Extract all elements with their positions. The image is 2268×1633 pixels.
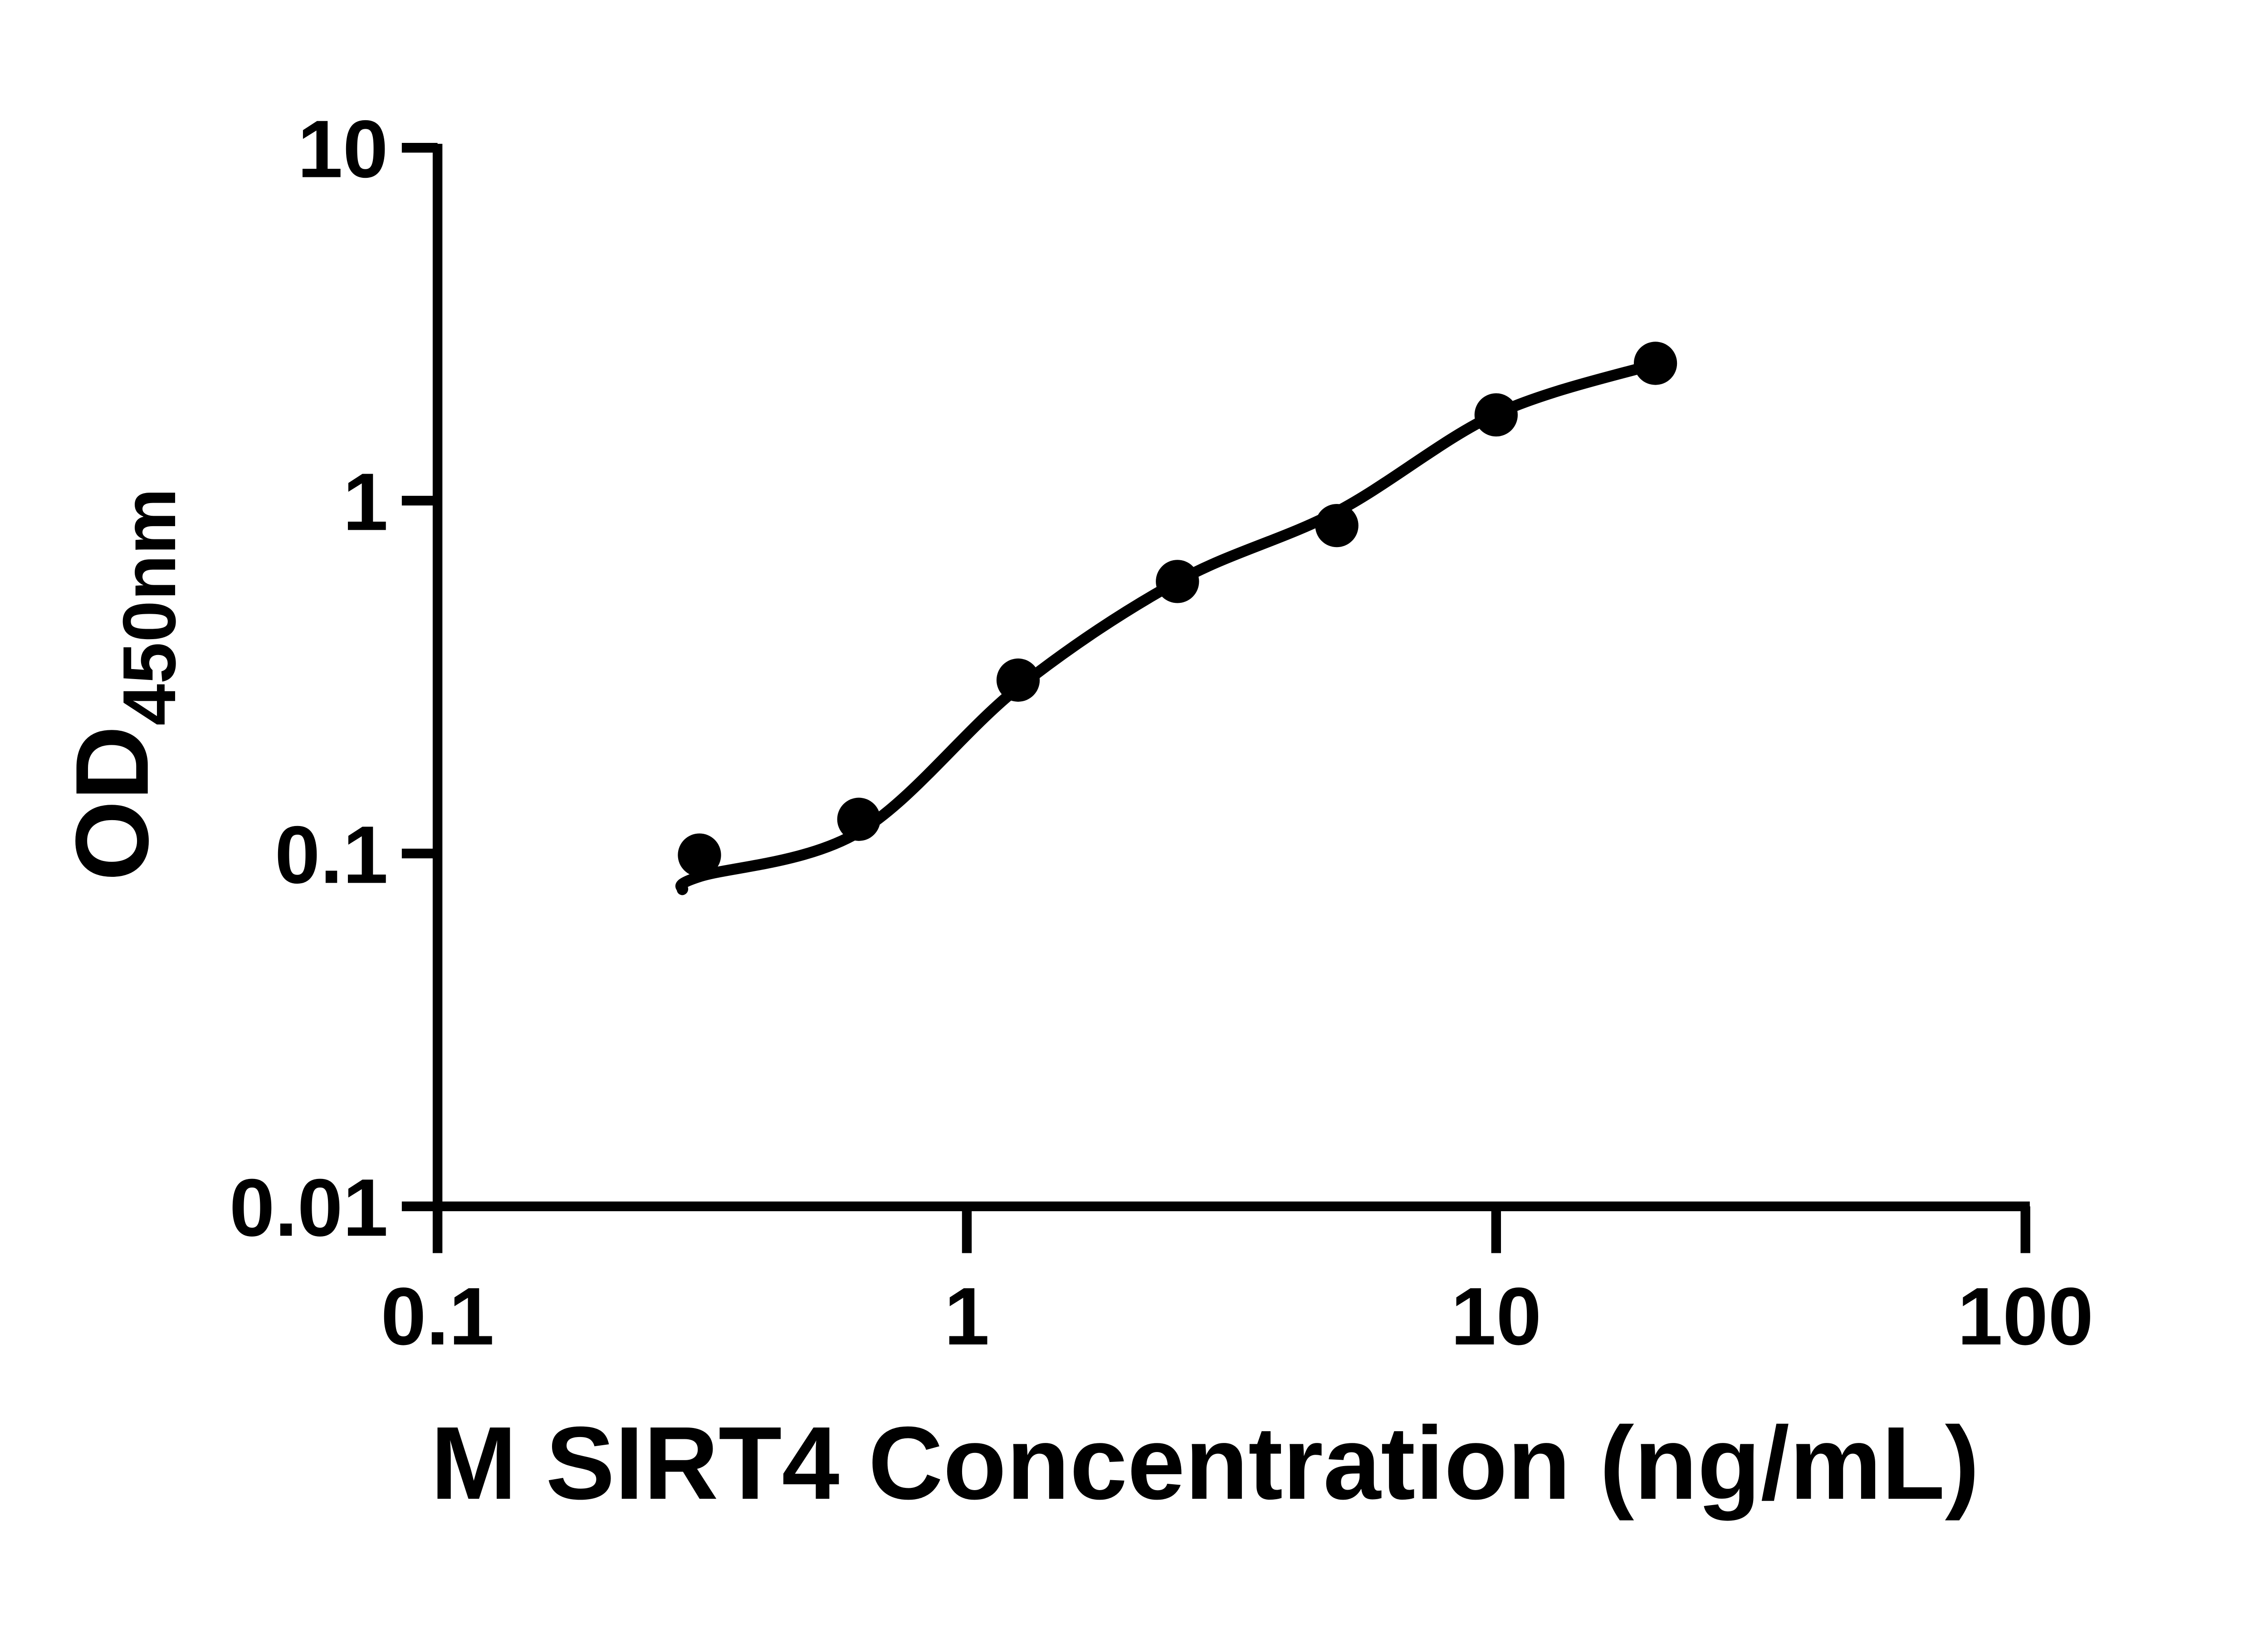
y-tick-label: 0.1 [275, 809, 388, 900]
fit-curve [675, 358, 1661, 895]
elisa-standard-curve-chart: 0.01 0.1 1 10 0.1 1 10 100 M SIRT4 Concentration… [54, 103, 2094, 1521]
y-tick-label: 0.01 [230, 1162, 388, 1253]
data-point [1474, 393, 1518, 437]
x-tick-label: 1 [944, 1271, 989, 1362]
data-point [1156, 560, 1199, 603]
y-axis-title: OD450nm [54, 488, 191, 881]
chart-figure: 0.01 0.1 1 10 0.1 1 10 100 M SIRT4 Concentration… [54, 103, 2094, 1521]
x-tick-label: 10 [1451, 1271, 1541, 1362]
data-point [996, 658, 1040, 702]
y-tick-label: 1 [343, 456, 388, 548]
data-point [1633, 342, 1677, 385]
data-point [678, 833, 721, 877]
data-point [837, 797, 880, 841]
x-tick-label: 100 [1957, 1271, 2093, 1362]
x-tick-label: 0.1 [381, 1271, 494, 1362]
data-point [1315, 504, 1359, 548]
x-axis-title: M SIRT4 Concentration (ng/mL) [430, 1405, 1980, 1521]
y-tick-label: 10 [298, 104, 388, 195]
